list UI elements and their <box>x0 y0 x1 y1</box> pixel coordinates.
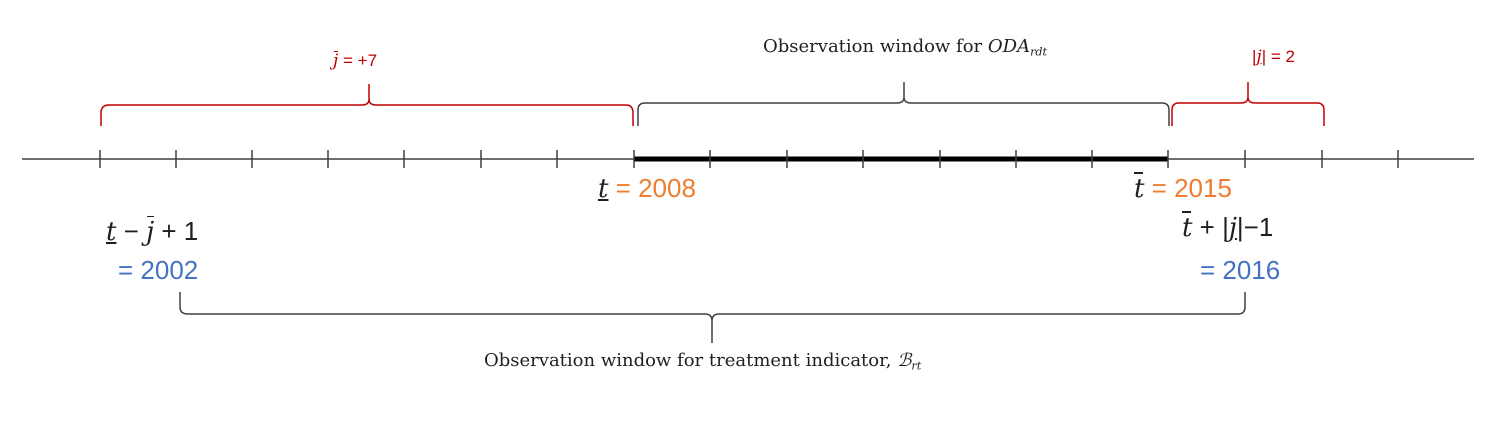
oda-brace <box>637 82 1170 126</box>
t-upper-equals: = <box>1144 173 1175 203</box>
t-lower-symbol: t <box>598 174 609 204</box>
right-expr-rest: |−1 <box>1236 212 1274 242</box>
left-expr-t: t <box>106 217 117 247</box>
t-lower-equals: = <box>608 173 639 203</box>
right-expression: t + |j|−1 <box>1182 211 1274 243</box>
jbar-brace <box>100 84 634 126</box>
left-expr-plus: + 1 <box>154 216 199 246</box>
t-upper-value: 2015 <box>1174 173 1232 203</box>
jbar-value: +7 <box>357 51 378 70</box>
jbar-label: j = +7 <box>333 51 378 71</box>
t-lower-value: 2008 <box>638 173 696 203</box>
t-upper-symbol: t <box>1134 172 1145 204</box>
left-expression: t − j + 1 <box>106 216 199 247</box>
treatment-brace <box>179 292 1246 343</box>
t-upper-label: t = 2015 <box>1134 172 1232 204</box>
left-expr-minus: − <box>116 216 147 246</box>
right-expr-j: j <box>1228 213 1237 243</box>
right-expr-plus: + | <box>1192 212 1229 242</box>
treatment-window-text: Observation window for treatment indicat… <box>484 350 898 371</box>
jabs-close: | = <box>1261 47 1286 66</box>
jabs-symbol: j <box>1256 47 1262 67</box>
jabs-label: |j| = 2 <box>1252 48 1295 66</box>
jabs-value: 2 <box>1285 47 1295 66</box>
oda-window-text: Observation window for <box>763 36 988 57</box>
right-expr-t: t <box>1182 211 1193 243</box>
left-expression-value: = 2002 <box>118 255 199 285</box>
t-lower-label: t = 2008 <box>598 175 696 202</box>
axis-ticks <box>99 150 1399 168</box>
jbar-equals: = <box>338 51 358 70</box>
right-expression-value: = 2016 <box>1200 255 1281 285</box>
jabs-brace <box>1171 82 1325 126</box>
left-expr-jbar: j <box>146 216 155 247</box>
oda-symbol: ODA <box>987 36 1031 57</box>
treatment-window-label: Observation window for treatment indicat… <box>484 352 921 372</box>
jabs-open-bar: | <box>1252 47 1257 66</box>
oda-subscript: rdt <box>1030 45 1048 59</box>
jbar-symbol: j <box>333 51 339 71</box>
treatment-subscript: rt <box>911 359 922 373</box>
oda-window-label: Observation window for ODArdt <box>763 38 1047 58</box>
treatment-symbol: ℬ <box>897 350 912 371</box>
